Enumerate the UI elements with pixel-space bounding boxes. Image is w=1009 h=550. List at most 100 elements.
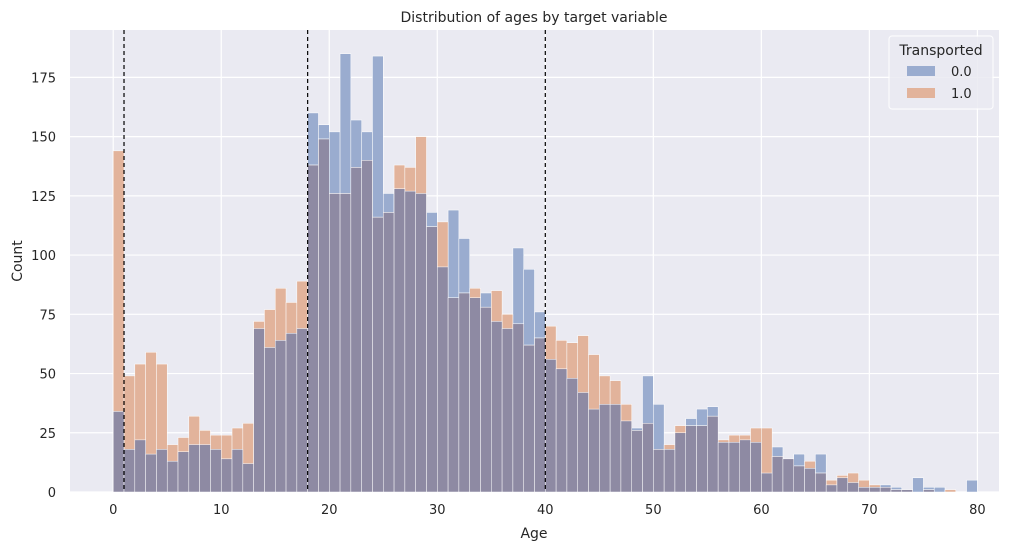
bar-overlap — [415, 193, 427, 493]
legend-swatch-1 — [907, 88, 935, 98]
bar-overlap — [156, 449, 168, 493]
reference-lines — [123, 30, 546, 492]
bar-overlap — [771, 456, 784, 493]
bar-overlap — [858, 487, 870, 493]
bar-overlap — [577, 392, 589, 493]
bar-series-1 — [944, 489, 957, 493]
bar-overlap — [512, 323, 524, 493]
bar-series-0 — [933, 487, 946, 493]
bar-overlap — [923, 489, 935, 493]
bar-overlap — [469, 297, 481, 493]
y-tick-label: 0 — [48, 486, 56, 501]
y-tick-label: 175 — [31, 71, 56, 86]
bar-series-0 — [912, 477, 924, 493]
bar-overlap — [588, 408, 600, 493]
bar-overlap — [177, 451, 190, 493]
bar-overlap — [123, 449, 136, 493]
bar-overlap — [231, 449, 244, 493]
bar-overlap — [296, 328, 308, 493]
bar-overlap — [188, 444, 200, 493]
bar-overlap — [728, 441, 740, 493]
bar-overlap — [437, 266, 449, 493]
bar-overlap — [458, 292, 470, 493]
bar-series-0 — [966, 479, 978, 493]
bar-overlap — [383, 212, 395, 493]
y-tick-labels: 0 25 50 75 100 125 150 175 — [31, 71, 56, 501]
bar-overlap — [717, 441, 730, 493]
x-axis-title: Age — [520, 526, 547, 542]
bar-overlap — [696, 425, 708, 493]
bar-overlap — [663, 449, 676, 493]
bar-overlap — [739, 439, 751, 493]
bar-overlap — [112, 411, 125, 493]
bar-overlap — [545, 359, 557, 493]
x-tick-label: 50 — [645, 503, 662, 518]
bar-overlap — [620, 420, 632, 493]
legend: Transported 0.0 1.0 — [888, 35, 994, 110]
bar-overlap — [491, 321, 503, 493]
x-tick-label: 30 — [429, 503, 446, 518]
bar-overlap — [782, 458, 795, 493]
y-tick-label: 125 — [31, 190, 56, 205]
bar-overlap — [847, 482, 859, 493]
bar-overlap — [307, 164, 319, 493]
y-tick-label: 150 — [31, 131, 56, 146]
bar-overlap — [642, 423, 654, 493]
bar-overlap — [566, 378, 578, 493]
bar-overlap — [879, 487, 892, 493]
y-tick-label: 25 — [39, 427, 56, 442]
y-tick-label: 100 — [31, 249, 56, 264]
bar-overlap — [674, 432, 686, 493]
bar-overlap — [426, 226, 438, 493]
bar-overlap — [350, 167, 362, 493]
y-tick-label: 75 — [39, 308, 56, 323]
y-axis-title: Count — [10, 240, 26, 282]
x-tick-label: 10 — [213, 503, 230, 518]
bar-overlap — [825, 484, 838, 493]
bar-overlap — [220, 458, 233, 493]
bar-overlap — [480, 306, 492, 493]
bar-overlap — [836, 477, 849, 493]
bar-overlap — [447, 297, 460, 493]
x-tick-label: 40 — [537, 503, 554, 518]
x-tick-label: 80 — [969, 503, 986, 518]
bar-overlap — [761, 472, 773, 493]
bar-overlap — [901, 489, 913, 493]
chart-title: Distribution of ages by target variable — [400, 10, 667, 26]
bar-overlap — [242, 463, 254, 493]
bar-overlap — [890, 489, 903, 493]
bar-overlap — [134, 439, 146, 493]
bar-overlap — [501, 328, 514, 493]
bar-overlap — [804, 468, 816, 493]
bar-overlap — [685, 425, 697, 493]
x-tick-label: 60 — [753, 503, 770, 518]
bar-overlap — [361, 160, 373, 493]
bar-overlap — [631, 430, 643, 493]
bar-overlap — [210, 449, 222, 493]
bar-overlap — [815, 472, 827, 493]
bar-overlap — [653, 449, 665, 493]
y-tick-label: 50 — [39, 368, 56, 383]
bar-overlap — [253, 328, 265, 493]
legend-title: Transported — [898, 43, 982, 59]
bar-overlap — [793, 465, 805, 493]
legend-swatch-0 — [907, 66, 935, 76]
bar-overlap — [274, 340, 287, 493]
legend-label-0: 0.0 — [951, 65, 972, 80]
bar-overlap — [599, 404, 611, 493]
bar-overlap — [404, 190, 416, 493]
overlap-bars — [112, 138, 935, 493]
x-tick-label: 70 — [861, 503, 878, 518]
bar-overlap — [523, 344, 535, 493]
bar-overlap — [372, 216, 384, 493]
bar-overlap — [145, 453, 157, 493]
bar-overlap — [199, 444, 211, 493]
x-tick-labels: 0 10 20 30 40 50 60 70 80 — [109, 503, 986, 518]
x-tick-label: 20 — [321, 503, 338, 518]
bar-overlap — [166, 460, 179, 493]
bar-overlap — [285, 333, 298, 493]
bar-overlap — [750, 441, 762, 493]
bar-overlap — [329, 193, 341, 493]
bar-overlap — [339, 193, 352, 493]
